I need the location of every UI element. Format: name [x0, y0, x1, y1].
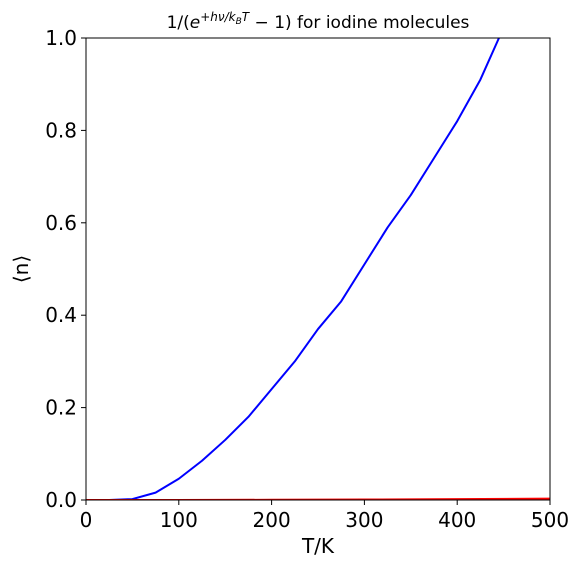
x-tick-label: 0 [80, 508, 93, 532]
y-tick-label: 0.6 [45, 211, 77, 235]
plot-frame [85, 37, 551, 501]
y-tick-label: 0.2 [45, 396, 77, 420]
y-tick-label: 0.4 [45, 303, 77, 327]
chart-title: 1/(e+hν/kBT − 1) for iodine molecules [167, 10, 470, 33]
x-axis-label: T/K [301, 534, 335, 558]
y-axis-label: ⟨n⟩ [9, 255, 33, 283]
x-tick-label: 200 [253, 508, 291, 532]
x-tick-label: 100 [160, 508, 198, 532]
x-tick-label: 400 [438, 508, 476, 532]
x-tick-label: 300 [345, 508, 383, 532]
y-tick-label: 0.8 [45, 118, 77, 142]
x-tick-label: 500 [531, 508, 569, 532]
y-tick-label: 0.0 [45, 488, 77, 512]
y-tick-label: 1.0 [45, 26, 77, 50]
series-line-0 [86, 38, 500, 500]
